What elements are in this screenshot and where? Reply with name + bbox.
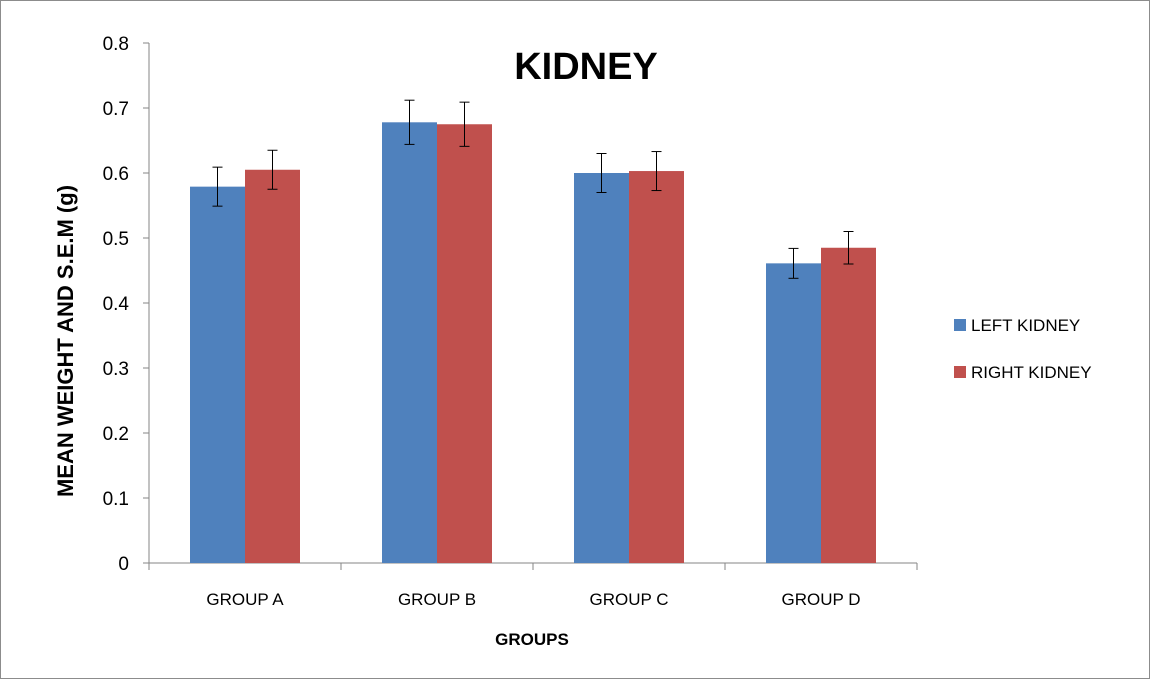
y-tick-label: 0.2 [103,424,129,445]
ticks: 0 0.1 0.2 0.3 0.4 0.5 0.6 0.7 0.8 GROUP A GROUP B G… [103,34,918,609]
legend-swatch [954,366,966,378]
x-tick-label: GROUP A [206,590,284,609]
bar-right-kidney [629,171,684,564]
y-tick-label: 0.1 [103,489,129,510]
y-tick-label: 0 [118,554,129,575]
bar-left-kidney [190,186,245,563]
y-tick-label: 0.3 [103,359,129,380]
y-tick-label: 0.4 [103,294,130,315]
legend-label: RIGHT KIDNEY [971,363,1092,382]
legend-label: LEFT KIDNEY [971,316,1080,335]
bars [190,122,876,564]
x-tick-label: GROUP B [398,590,476,609]
y-tick-label: 0.8 [103,34,129,55]
x-axis-title: GROUPS [495,630,569,649]
y-tick-label: 0.6 [103,164,129,185]
chart-title: KIDNEY [514,46,658,88]
bar-left-kidney [382,122,437,564]
x-tick-label: GROUP C [589,590,668,609]
x-tick-label: GROUP D [781,590,860,609]
bar-left-kidney [766,263,821,563]
bar-right-kidney [437,124,492,563]
legend: LEFT KIDNEY RIGHT KIDNEY [954,316,1092,382]
bar-right-kidney [245,169,300,563]
bar-right-kidney [821,247,876,563]
error-bars [212,99,854,279]
y-axis-title: MEAN WEIGHT AND S.E.M (g) [53,185,78,497]
y-tick-label: 0.7 [103,99,129,120]
bar-left-kidney [574,173,629,563]
y-tick-label: 0.5 [103,229,129,250]
legend-swatch [954,319,966,331]
